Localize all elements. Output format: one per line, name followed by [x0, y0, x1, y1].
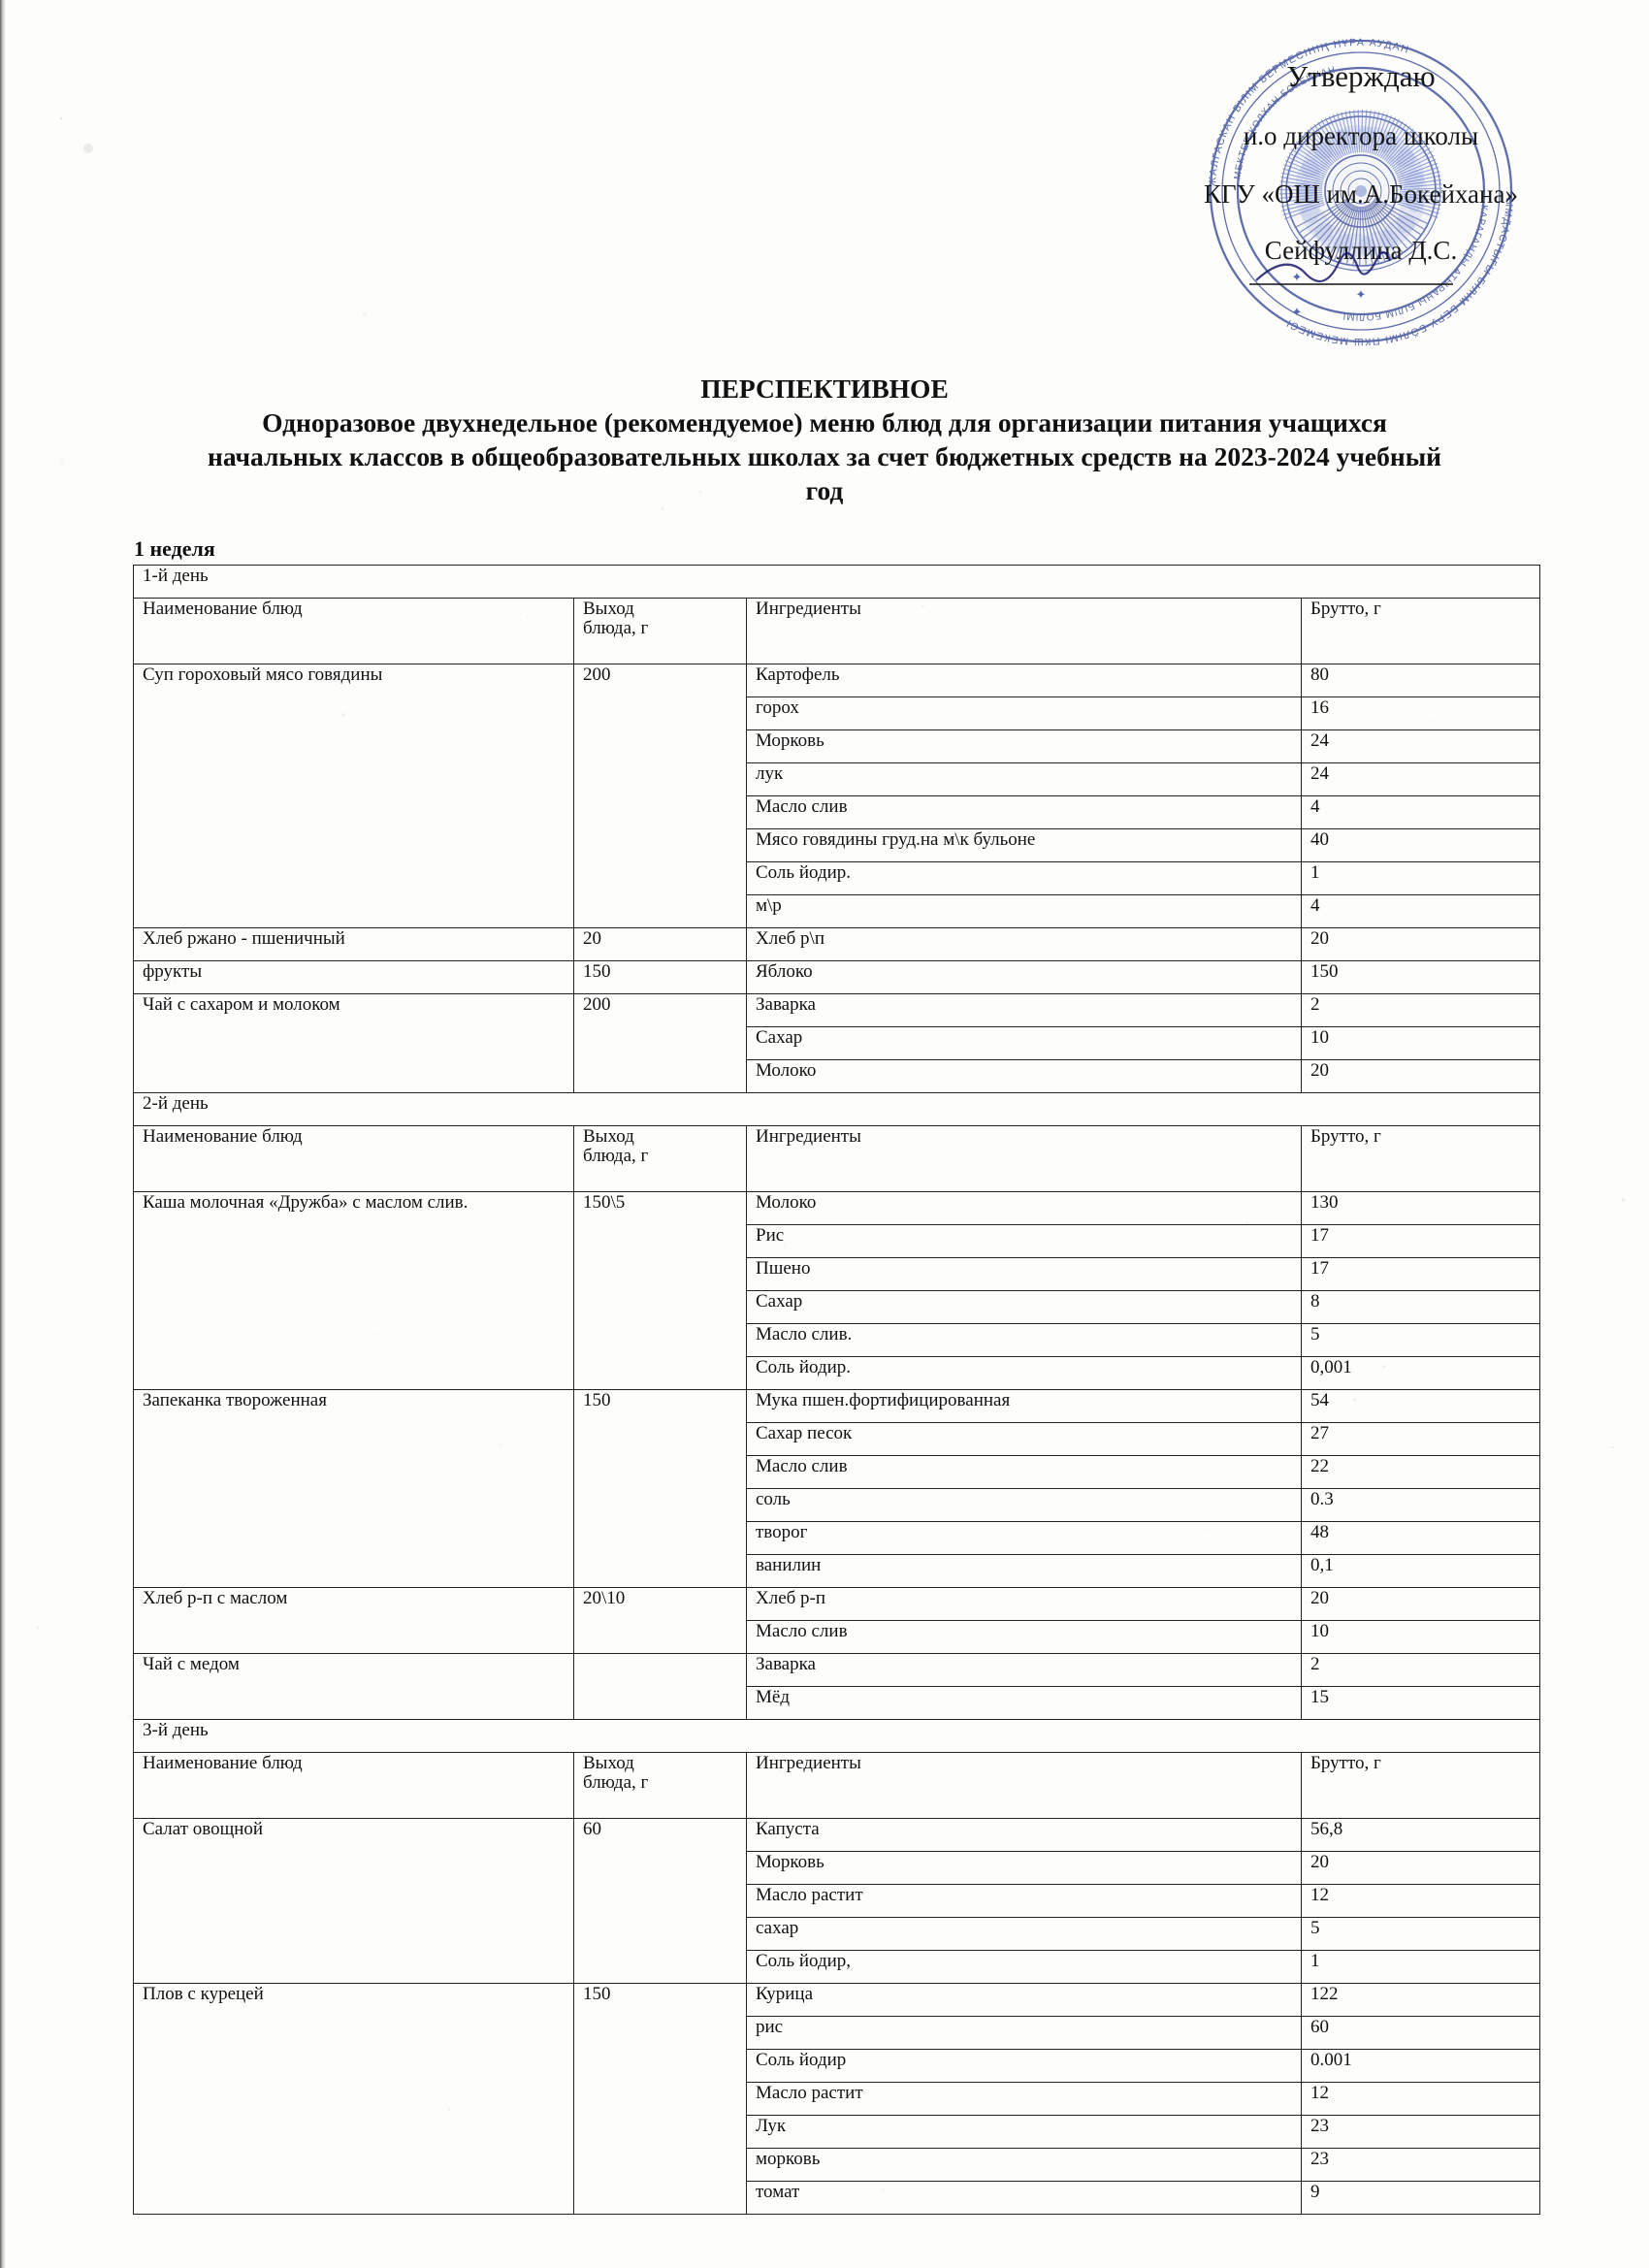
svg-text:✦: ✦: [1292, 305, 1303, 319]
svg-text:✦: ✦: [1292, 270, 1303, 284]
svg-text:Утверждаю: Утверждаю: [1286, 59, 1435, 93]
svg-text:✦: ✦: [1356, 287, 1367, 302]
svg-text:КГУ «ОШ им.А.Бокейхана»: КГУ «ОШ им.А.Бокейхана»: [1204, 179, 1518, 209]
svg-text:и.о директора школы: и.о директора школы: [1244, 121, 1478, 150]
svg-text:Сейфуллина Д.С.: Сейфуллина Д.С.: [1265, 236, 1457, 265]
